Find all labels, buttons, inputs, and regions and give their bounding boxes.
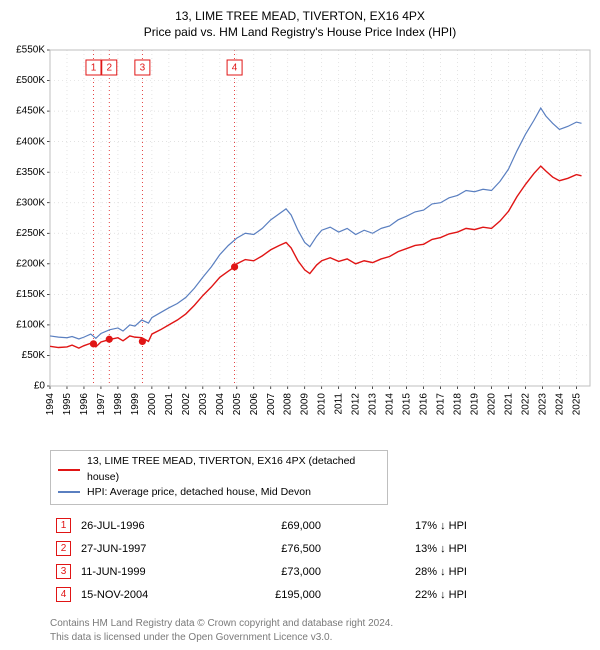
legend: 13, LIME TREE MEAD, TIVERTON, EX16 4PX (…	[50, 450, 388, 505]
down-arrow-icon: ↓	[440, 589, 446, 601]
svg-text:2025: 2025	[571, 393, 582, 416]
svg-text:2009: 2009	[300, 393, 311, 416]
svg-text:2010: 2010	[317, 393, 328, 416]
sale-price: £69,000	[217, 515, 351, 536]
svg-text:2002: 2002	[181, 393, 192, 416]
svg-text:2022: 2022	[520, 393, 531, 416]
svg-text:2004: 2004	[215, 393, 226, 416]
svg-text:2020: 2020	[487, 393, 498, 416]
legend-swatch	[58, 469, 80, 471]
down-arrow-icon: ↓	[440, 543, 446, 555]
svg-text:£200K: £200K	[16, 259, 45, 270]
svg-text:£150K: £150K	[16, 289, 45, 300]
svg-text:2000: 2000	[147, 393, 158, 416]
svg-text:£50K: £50K	[22, 350, 46, 361]
sale-hpi-delta: 17% ↓ HPI	[353, 515, 471, 536]
svg-text:£300K: £300K	[16, 198, 45, 209]
svg-text:£400K: £400K	[16, 137, 45, 148]
sale-row-4: 4 15-NOV-2004£195,00022% ↓ HPI	[52, 584, 471, 605]
sale-date: 27-JUN-1997	[77, 538, 215, 559]
svg-text:1: 1	[91, 63, 97, 74]
svg-text:2006: 2006	[249, 393, 260, 416]
sale-row-2: 2 27-JUN-1997£76,50013% ↓ HPI	[52, 538, 471, 559]
footer-line-1: Contains HM Land Registry data © Crown c…	[50, 617, 594, 631]
svg-text:2015: 2015	[402, 393, 413, 416]
svg-text:4: 4	[232, 63, 238, 74]
svg-text:1994: 1994	[45, 393, 56, 416]
svg-text:2011: 2011	[334, 393, 345, 415]
svg-text:2024: 2024	[554, 393, 565, 416]
svg-text:2: 2	[106, 63, 112, 74]
svg-text:£550K: £550K	[16, 45, 45, 56]
sale-row-3: 3 11-JUN-1999£73,00028% ↓ HPI	[52, 561, 471, 582]
sale-date: 15-NOV-2004	[77, 584, 215, 605]
svg-text:2018: 2018	[453, 393, 464, 416]
svg-text:2013: 2013	[368, 393, 379, 416]
legend-label: 13, LIME TREE MEAD, TIVERTON, EX16 4PX (…	[87, 454, 380, 484]
sale-marker-3	[139, 338, 146, 345]
svg-text:1995: 1995	[62, 393, 73, 416]
svg-text:1997: 1997	[96, 393, 107, 416]
svg-text:2012: 2012	[351, 393, 362, 416]
sale-price: £76,500	[217, 538, 351, 559]
title-line-1: 13, LIME TREE MEAD, TIVERTON, EX16 4PX	[6, 8, 594, 24]
chart-title: 13, LIME TREE MEAD, TIVERTON, EX16 4PX P…	[6, 8, 594, 40]
svg-text:£100K: £100K	[16, 320, 45, 331]
chart-svg: £0 £50K £100K £150K £200K £250K £300K £350K £400…	[6, 44, 594, 444]
legend-swatch	[58, 491, 80, 493]
sale-date: 26-JUL-1996	[77, 515, 215, 536]
footer-line-2: This data is licensed under the Open Gov…	[50, 631, 594, 645]
svg-text:2005: 2005	[232, 393, 243, 416]
sale-row-1: 1 26-JUL-1996£69,00017% ↓ HPI	[52, 515, 471, 536]
svg-text:£500K: £500K	[16, 76, 45, 87]
svg-text:2017: 2017	[436, 393, 447, 416]
svg-text:2008: 2008	[283, 393, 294, 416]
legend-item-0: 13, LIME TREE MEAD, TIVERTON, EX16 4PX (…	[58, 454, 380, 484]
legend-item-1: HPI: Average price, detached house, Mid …	[58, 485, 380, 500]
svg-text:2001: 2001	[164, 393, 175, 416]
sale-hpi-delta: 28% ↓ HPI	[353, 561, 471, 582]
legend-label: HPI: Average price, detached house, Mid …	[87, 485, 311, 500]
sale-date: 11-JUN-1999	[77, 561, 215, 582]
sale-marker-2	[106, 336, 113, 343]
svg-text:2019: 2019	[470, 393, 481, 416]
down-arrow-icon: ↓	[440, 520, 446, 532]
svg-text:£350K: £350K	[16, 167, 45, 178]
down-arrow-icon: ↓	[440, 566, 446, 578]
svg-text:2003: 2003	[198, 393, 209, 416]
sale-badge-3: 3	[56, 564, 71, 579]
sales-table: 1 26-JUL-1996£69,00017% ↓ HPI 2 27-JUN-1997…	[50, 513, 473, 607]
price-chart: £0 £50K £100K £150K £200K £250K £300K £350K £400…	[6, 44, 594, 444]
sale-price: £73,000	[217, 561, 351, 582]
svg-text:1999: 1999	[130, 393, 141, 416]
svg-text:2021: 2021	[503, 393, 514, 416]
svg-text:3: 3	[140, 63, 146, 74]
sale-hpi-delta: 22% ↓ HPI	[353, 584, 471, 605]
svg-text:1996: 1996	[79, 393, 90, 416]
svg-text:£450K: £450K	[16, 106, 45, 117]
sale-hpi-delta: 13% ↓ HPI	[353, 538, 471, 559]
sale-badge-2: 2	[56, 541, 71, 556]
sale-badge-1: 1	[56, 518, 71, 533]
sale-price: £195,000	[217, 584, 351, 605]
svg-text:2016: 2016	[419, 393, 430, 416]
svg-text:£250K: £250K	[16, 228, 45, 239]
sale-badge-4: 4	[56, 587, 71, 602]
sale-marker-1	[90, 341, 97, 348]
attribution-footer: Contains HM Land Registry data © Crown c…	[50, 617, 594, 644]
svg-text:£0: £0	[34, 381, 46, 392]
svg-text:2014: 2014	[385, 393, 396, 416]
svg-text:2023: 2023	[537, 393, 548, 416]
title-line-2: Price paid vs. HM Land Registry's House …	[6, 24, 594, 40]
svg-text:2007: 2007	[266, 393, 277, 416]
sale-marker-4	[231, 264, 238, 271]
svg-text:1998: 1998	[113, 393, 124, 416]
